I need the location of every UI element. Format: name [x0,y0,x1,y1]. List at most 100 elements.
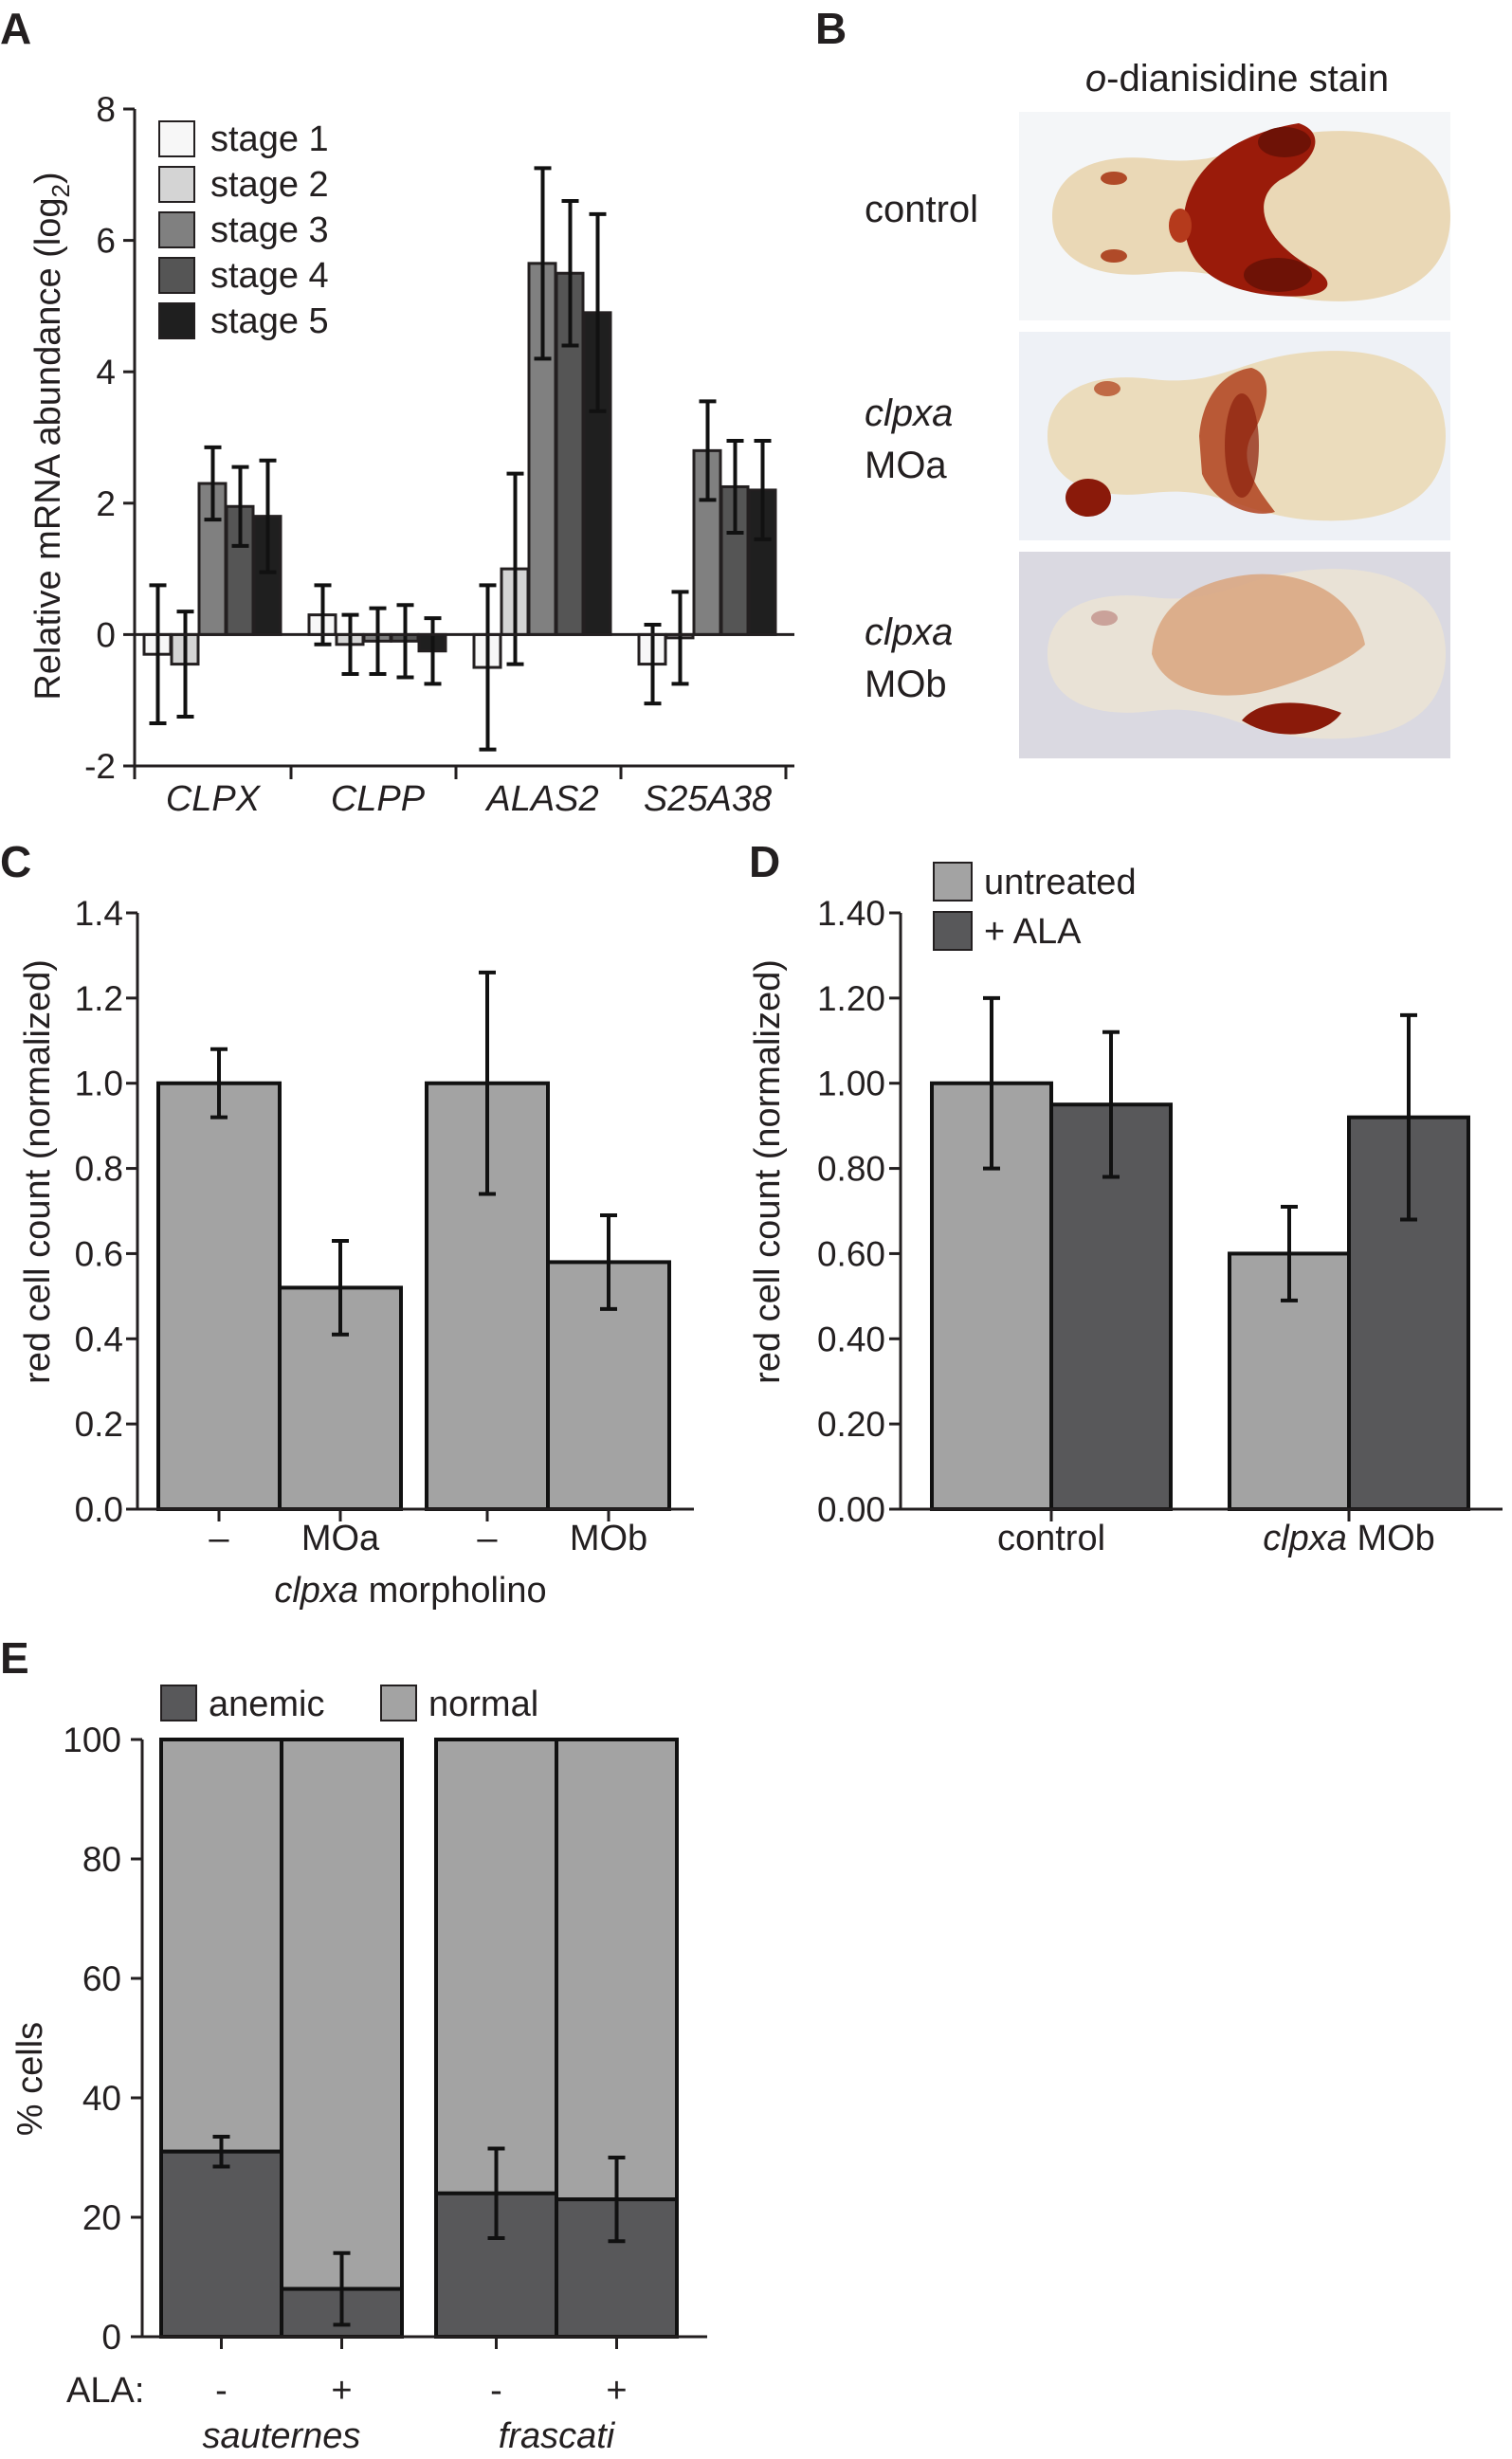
chart-d-ytick-label: 0.40 [817,1320,885,1358]
chart-e-legend-swatch [380,1685,417,1721]
chart-e-ytick-label: 60 [82,1959,121,1998]
stain-image-moa [1019,332,1450,540]
chart-a-error-bar [341,612,359,676]
chart-d-error-bar [983,995,1000,1171]
chart-c: red cell count (normalized) 0.0 0.2 0.4 0.6… [18,894,694,1611]
chart-e-legend-swatch [160,1685,197,1721]
chart-d-ylabel: red cell count (normalized) [748,959,788,1384]
panel-b-title: o-dianisidine stain [1085,58,1389,100]
chart-e-categories: - + - + sauternes frascati [203,2337,628,2456]
chart-c-category-label: MOb [570,1519,647,1558]
panel-b-row-label-moa-gene: clpxa [865,392,953,434]
chart-e-ytick-label: 100 [63,1721,121,1759]
chart-e-error-bar [608,2156,626,2244]
chart-a-legend-label: stage 1 [210,119,329,159]
panel-letter-e: E [0,1633,29,1683]
chart-e-bar-normal [159,1738,283,2154]
chart-d-ytick-label: 1.40 [817,894,885,933]
chart-d: red cell count (normalized) 0.00 0.20 0.40… [748,862,1503,1558]
chart-a-ytick-label: -2 [84,747,116,786]
panel-letter-c: C [0,837,31,886]
chart-d-error-bar [1102,1029,1120,1179]
chart-d-error-bar [1400,1012,1417,1222]
chart-d-error-bar [1281,1205,1298,1302]
chart-e-ytick-label: 0 [101,2318,121,2357]
chart-a: Relative mRNA abundance (log2) -2 0 2 4 6 8 C… [28,90,794,819]
chart-a-bars [142,166,777,752]
chart-e-bar-normal [434,1738,558,2195]
chart-c-error-bar [332,1238,349,1337]
chart-c-ylabel: red cell count (normalized) [18,959,58,1384]
chart-e-error-bar [487,2146,505,2241]
chart-e-error-bar [333,2250,351,2327]
panel-b-row-label-mob-gene: clpxa [865,611,953,653]
chart-a-legend-swatch [158,257,195,294]
chart-a-legend-swatch [158,120,195,157]
chart-d-category-label: clpxa MOb [1263,1519,1435,1558]
chart-c-error-bar [479,970,496,1196]
chart-d-ytick-label: 0.60 [817,1234,885,1273]
chart-e-error-bar [212,2134,230,2169]
chart-a-error-bar [534,166,552,361]
chart-a-error-bar [149,583,167,725]
chart-c-error-bar [600,1212,617,1311]
chart-a-error-bar [479,583,497,752]
chart-e-yticks: 0 20 40 60 80 100 [63,1721,142,2357]
chart-a-legend-label: stage 2 [210,165,329,205]
chart-a-error-bar [699,399,717,502]
chart-a-legend: stage 1 stage 2 stage 3 stage 4 stage 5 [158,119,329,341]
chart-a-error-bar [726,438,744,535]
chart-c-category-label: – [477,1519,498,1558]
chart-e-legend-label: anemic [209,1685,325,1724]
chart-a-error-bar [369,606,387,676]
chart-c-categories: – MOa – MOb [209,1509,647,1558]
chart-a-ytick-label: 6 [96,222,116,261]
chart-c-bars [156,970,671,1512]
chart-d-ytick-label: 1.00 [817,1065,885,1103]
chart-a-yticks: -2 0 2 4 6 8 [84,90,135,786]
chart-a-category-label: CLPX [166,779,262,819]
chart-a-legend-label: stage 4 [210,256,329,296]
chart-d-legend-label: untreated [984,863,1137,902]
chart-a-legend-label: stage 3 [210,210,329,250]
chart-c-category-label: MOa [301,1519,380,1558]
chart-e-ala-sign: + [331,2371,352,2411]
chart-a-ytick-label: 8 [96,90,116,129]
chart-e-legend: anemic normal [160,1685,538,1724]
chart-a-ylabel: Relative mRNA abundance (log2) [28,172,75,700]
chart-e-ala-sign: - [490,2371,502,2411]
chart-a-legend-swatch [158,302,195,339]
panel-letter-b: B [815,4,847,53]
chart-c-ytick-label: 0.4 [75,1320,123,1358]
chart-a-error-bar [671,590,689,686]
chart-d-legend-swatch [933,911,973,951]
chart-a-category-label: CLPP [331,779,426,819]
chart-a-legend-label: stage 5 [210,301,329,341]
chart-d-legend: untreated + ALA [933,862,1137,952]
chart-c-ytick-label: 0.6 [75,1234,123,1273]
chart-e-ylabel: % cells [10,2022,50,2136]
chart-d-legend-label: + ALA [984,912,1082,952]
chart-e-ala-sign: - [215,2371,228,2411]
chart-e-group-label: frascati [499,2416,616,2456]
chart-e-bar-normal [555,1738,679,2202]
chart-c-bar [156,1081,282,1511]
chart-a-legend-swatch [158,211,195,248]
chart-a-error-bar [259,458,277,574]
chart-e-ytick-label: 40 [82,2079,121,2118]
panel-b-row-label-moa: MOa [865,445,947,486]
chart-a-legend-swatch [158,166,195,203]
chart-a-error-bar [506,471,524,666]
chart-e-bar-anemic [159,2149,283,2339]
chart-d-legend-swatch [933,862,973,902]
stain-image-control [1019,112,1450,320]
chart-c-ytick-label: 1.0 [75,1065,123,1103]
panel-letter-d: D [749,837,780,886]
chart-a-error-bar [176,610,194,719]
chart-c-ytick-label: 1.4 [75,894,123,933]
stain-image-mob [1019,552,1450,758]
chart-e-ala-sign: + [606,2371,627,2411]
panel-b-row-label-control: control [865,189,978,230]
chart-c-error-bar [210,1047,228,1120]
chart-c-xlabel: clpxa morpholino [274,1571,546,1611]
